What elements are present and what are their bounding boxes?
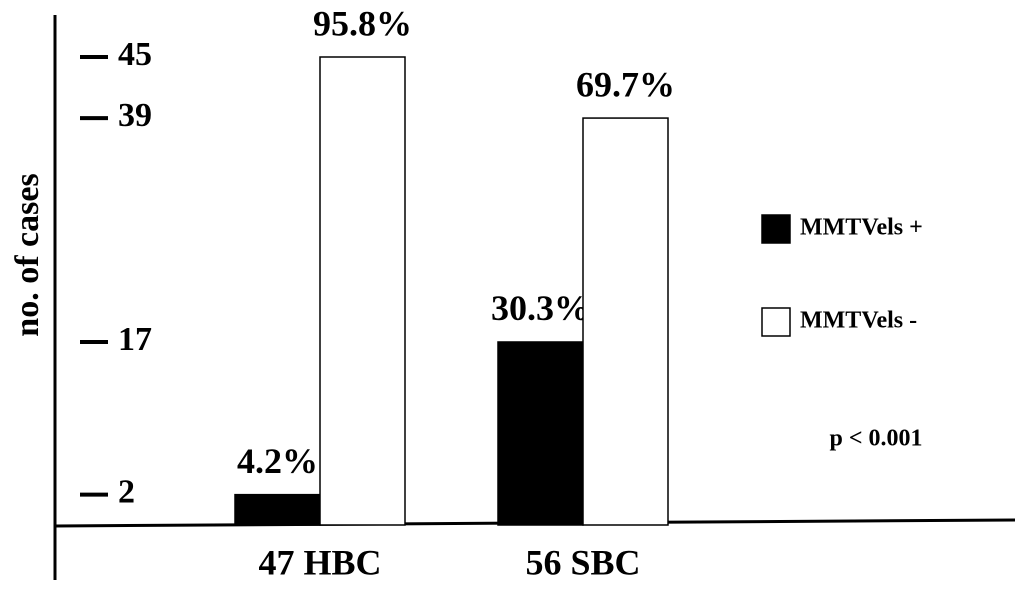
y-tick-label: 2 bbox=[118, 473, 135, 510]
bar bbox=[234, 493, 321, 526]
bar bbox=[319, 56, 406, 526]
y-tick-label: 39 bbox=[118, 97, 152, 134]
legend-swatch bbox=[761, 307, 791, 337]
annotation: p < 0.001 bbox=[829, 426, 922, 452]
legend-label: MMTVels - bbox=[800, 308, 917, 334]
y-axis-label: no. of cases bbox=[9, 173, 46, 336]
y-tick-label: 45 bbox=[118, 36, 152, 73]
value-label: 30.3% bbox=[491, 288, 590, 328]
value-label: 4.2% bbox=[237, 441, 318, 481]
bar bbox=[497, 341, 584, 526]
legend-swatch bbox=[761, 214, 791, 244]
bar bbox=[582, 117, 669, 526]
value-label: 69.7% bbox=[576, 64, 675, 104]
x-tick-label: 47 HBC bbox=[258, 542, 381, 582]
y-tick-label: 17 bbox=[118, 321, 152, 358]
x-tick-label: 56 SBC bbox=[525, 542, 640, 582]
legend-label: MMTVels + bbox=[800, 215, 923, 241]
value-label: 95.8% bbox=[313, 3, 412, 43]
